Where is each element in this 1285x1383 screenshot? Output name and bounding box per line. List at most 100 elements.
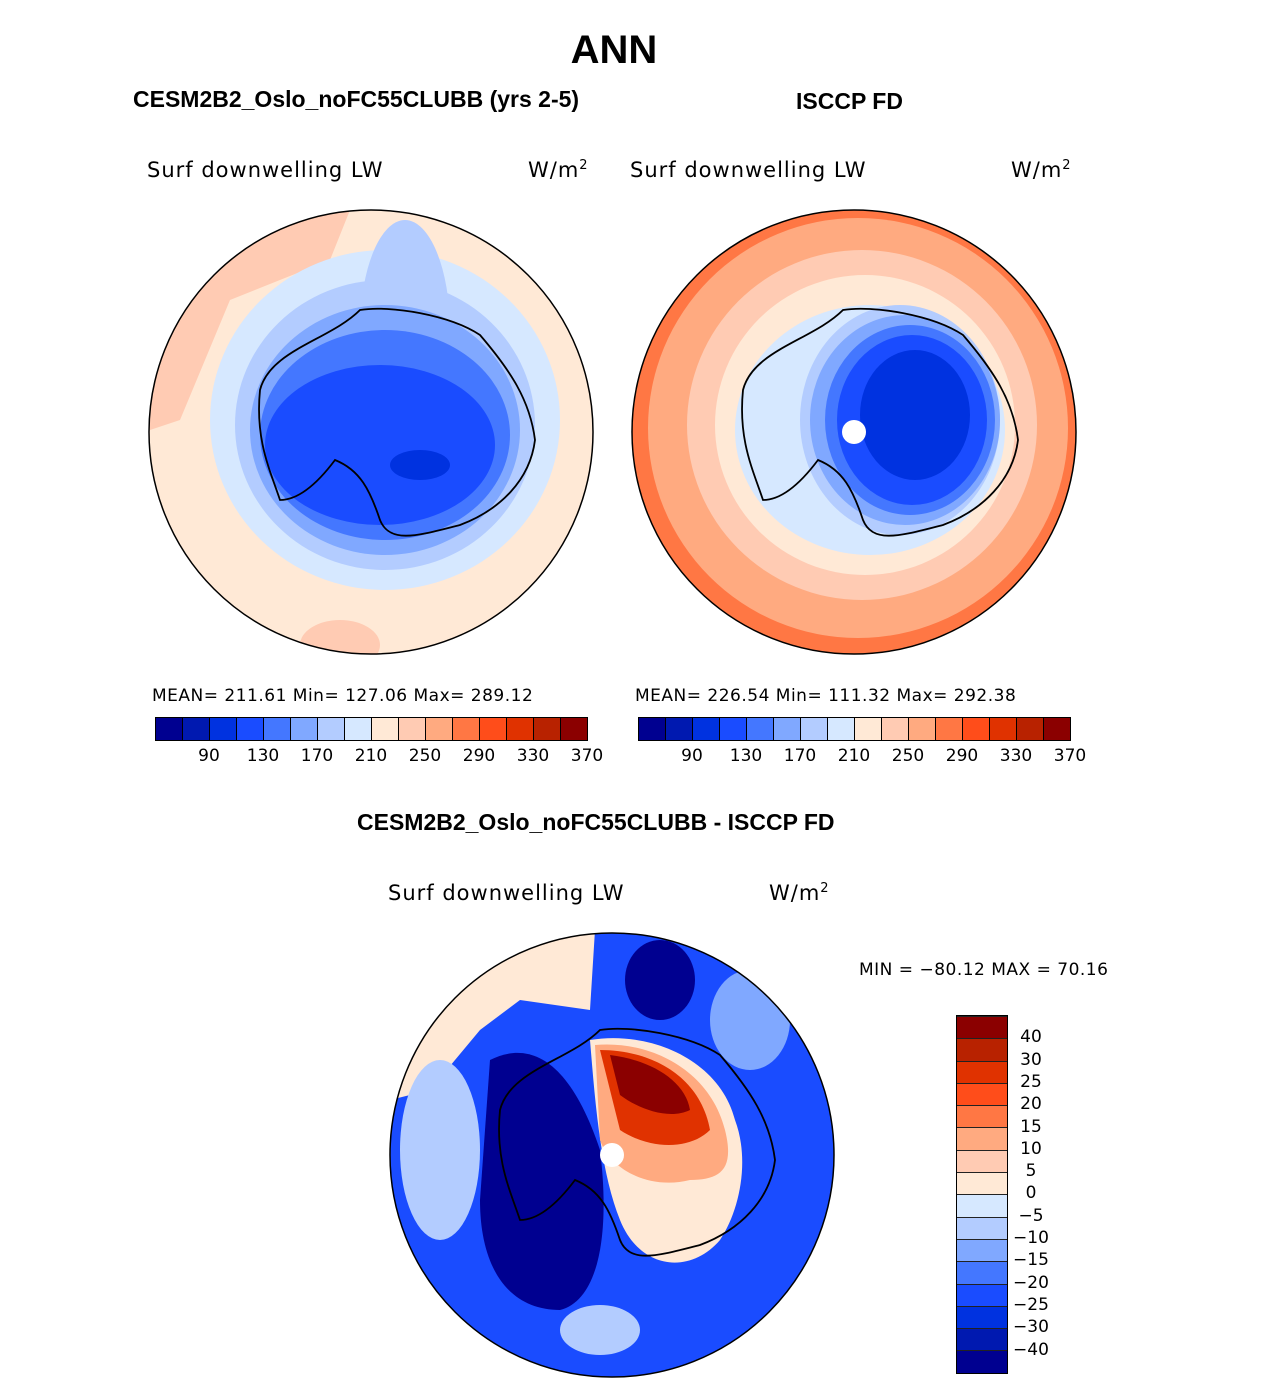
panel2-variable: Surf downwelling LW <box>630 158 867 182</box>
colorbar-swatch <box>882 718 909 740</box>
colorbar-swatch <box>693 718 720 740</box>
colorbar-tick-label: 210 <box>837 746 871 766</box>
colorbar-swatch <box>957 1082 1007 1106</box>
colorbar-swatch <box>480 718 507 740</box>
panel2-title: ISCCP FD <box>796 88 903 114</box>
map-model <box>149 210 593 654</box>
colorbar-swatch <box>957 1305 1007 1329</box>
panel1-units: W/m2 <box>528 158 589 182</box>
colorbar-tick-label: 5 <box>1025 1161 1037 1182</box>
colorbar-difference <box>956 1015 1008 1374</box>
colorbar-swatch <box>399 718 426 740</box>
colorbar-model <box>155 717 588 741</box>
colorbar-swatch <box>318 718 345 740</box>
colorbar-swatch <box>774 718 801 740</box>
colorbar-tick-label: 0 <box>1025 1183 1037 1204</box>
colorbar-swatch <box>936 718 963 740</box>
colorbar-swatch <box>957 1283 1007 1306</box>
colorbar-swatch <box>291 718 318 740</box>
colorbar-swatch <box>801 718 828 740</box>
panel3-variable: Surf downwelling LW <box>388 881 625 905</box>
colorbar-tick-label: 330 <box>999 746 1033 766</box>
colorbar-swatch <box>957 1261 1007 1284</box>
panel2-stats: MEAN= 226.54 Min= 111.32 Max= 292.38 <box>635 686 1017 706</box>
colorbar-swatch <box>957 1105 1007 1128</box>
colorbar-tick-label: 40 <box>1020 1027 1042 1048</box>
colorbar-swatch <box>963 718 990 740</box>
panel1-variable: Surf downwelling LW <box>147 158 384 182</box>
colorbar-tick-label: 30 <box>1020 1049 1042 1070</box>
colorbar-swatch <box>957 1127 1007 1150</box>
colorbar-tick-label: 130 <box>246 746 280 766</box>
panel3-units: W/m2 <box>769 881 830 905</box>
colorbar-tick-label: 170 <box>783 746 817 766</box>
colorbar-tick-label: 90 <box>198 746 220 766</box>
colorbar-swatch <box>957 1350 1007 1373</box>
colorbar-swatch <box>828 718 855 740</box>
colorbar-tick-label: −5 <box>1018 1205 1044 1226</box>
colorbar-tick-label: −30 <box>1013 1317 1049 1338</box>
colorbar-swatch <box>957 1238 1007 1262</box>
colorbar-swatch <box>264 718 291 740</box>
colorbar-swatch <box>237 718 264 740</box>
colorbar-tick-label: −15 <box>1013 1250 1049 1271</box>
colorbar-swatch <box>210 718 237 740</box>
colorbar-tick-label: 130 <box>729 746 763 766</box>
colorbar-swatch <box>957 1016 1007 1039</box>
figure-title: ANN <box>570 28 658 72</box>
colorbar-tick-label: 20 <box>1020 1094 1042 1115</box>
colorbar-swatch <box>957 1216 1007 1239</box>
colorbar-swatch <box>639 718 666 740</box>
colorbar-swatch <box>720 718 747 740</box>
colorbar-swatch <box>372 718 399 740</box>
colorbar-tick-label: 25 <box>1020 1071 1042 1092</box>
colorbar-swatch <box>534 718 561 740</box>
map-difference <box>390 933 834 1377</box>
colorbar-tick-label: 290 <box>945 746 979 766</box>
panel3-stats: MIN = −80.12 MAX = 70.16 <box>859 960 1109 980</box>
colorbar-tick-label: 90 <box>681 746 703 766</box>
colorbar-swatch <box>345 718 372 740</box>
colorbar-tick-label: −40 <box>1013 1339 1049 1360</box>
colorbar-tick-label: 370 <box>570 746 604 766</box>
colorbar-swatch <box>1017 718 1044 740</box>
colorbar-swatch <box>957 1038 1007 1061</box>
colorbar-swatch <box>666 718 693 740</box>
panel3-title: CESM2B2_Oslo_noFC55CLUBB - ISCCP FD <box>357 809 835 835</box>
colorbar-swatch <box>990 718 1017 740</box>
panel2-units: W/m2 <box>1011 158 1072 182</box>
colorbar-tick-label: 15 <box>1020 1116 1042 1137</box>
colorbar-tick-label: −20 <box>1013 1272 1049 1293</box>
colorbar-tick-label: 250 <box>408 746 442 766</box>
colorbar-swatch <box>957 1172 1007 1195</box>
colorbar-observations <box>638 717 1071 741</box>
colorbar-swatch <box>909 718 936 740</box>
panel1-stats: MEAN= 211.61 Min= 127.06 Max= 289.12 <box>152 686 534 706</box>
colorbar-swatch <box>957 1060 1007 1083</box>
colorbar-tick-label: −10 <box>1013 1228 1049 1248</box>
colorbar-tick-label: 370 <box>1053 746 1087 766</box>
panel1-title: CESM2B2_Oslo_noFC55CLUBB (yrs 2-5) <box>133 86 580 112</box>
colorbar-tick-label: 10 <box>1020 1138 1042 1159</box>
map-observations <box>632 210 1076 654</box>
colorbar-swatch <box>957 1194 1007 1217</box>
colorbar-swatch <box>855 718 882 740</box>
colorbar-swatch <box>426 718 453 740</box>
colorbar-swatch <box>1044 718 1070 740</box>
colorbar-swatch <box>156 718 183 740</box>
colorbar-tick-label: −25 <box>1013 1294 1049 1315</box>
colorbar-swatch <box>183 718 210 740</box>
colorbar-swatch <box>507 718 534 740</box>
colorbar-tick-label: 210 <box>354 746 388 766</box>
colorbar-swatch <box>561 718 587 740</box>
colorbar-tick-label: 330 <box>516 746 550 766</box>
colorbar-tick-label: 170 <box>300 746 334 766</box>
colorbar-tick-label: 290 <box>462 746 496 766</box>
colorbar-swatch <box>453 718 480 740</box>
colorbar-swatch <box>747 718 774 740</box>
colorbar-swatch <box>957 1149 1007 1173</box>
colorbar-swatch <box>957 1328 1007 1351</box>
colorbar-tick-label: 250 <box>891 746 925 766</box>
